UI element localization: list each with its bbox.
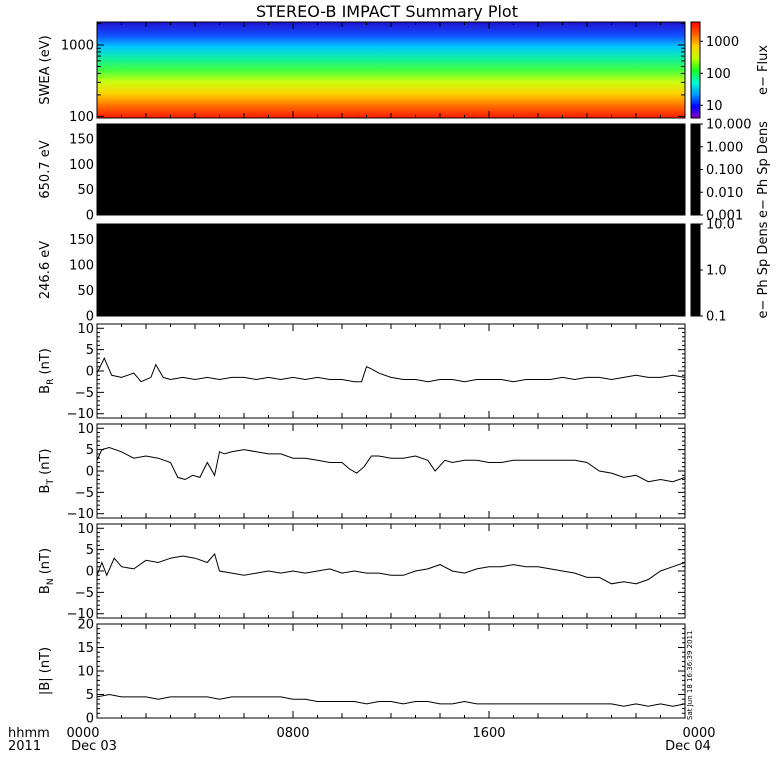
pad650-colorbar-label: e− Ph Sp Dens: [756, 121, 771, 218]
plot-timestamp: Sat Jun 18 16:36:39 2011: [686, 631, 694, 720]
bt-ylabel: BT (nT): [38, 449, 56, 494]
br-ytick-label: −10: [67, 407, 94, 422]
panel-bmag: 0 5 10 15 20 |B| (nT): [38, 618, 686, 727]
br-ytick-label: −5: [75, 386, 94, 401]
pad650-ytick-label: 0: [86, 209, 94, 224]
pad650-ytick-label: 50: [77, 183, 94, 198]
pad246-ytick-label: 0: [86, 310, 94, 325]
bn-ytick-label: 0: [86, 565, 94, 580]
br-ytick-label: 5: [86, 343, 94, 358]
bn-ytick-label: 10: [77, 522, 94, 537]
swea-colorbar-tick-label: 100: [706, 67, 731, 82]
br-series-line: [96, 357, 686, 383]
swea-colorbar-tick-label: 10: [706, 99, 723, 114]
br-frame: [96, 323, 686, 419]
pad650-colorbar-tick-label: 0.001: [706, 209, 743, 224]
swea-ytick-label: 100: [69, 110, 94, 125]
time-tick-label: 0000: [66, 726, 99, 741]
swea-colorbar-label: e− Flux: [756, 45, 771, 95]
time-tick-label: 0000: [682, 726, 715, 741]
panel-br: 10 5 0 −5 −10 BR (nT): [38, 322, 686, 422]
swea-ylabel: SWEA (eV): [38, 35, 53, 104]
br-ytick-label: 0: [86, 365, 94, 380]
bmag-ytick-label: 5: [86, 688, 94, 703]
pad650-image: [97, 124, 685, 215]
time-tick-date: Dec 04: [665, 739, 711, 754]
pad246-ytick-label: 50: [77, 284, 94, 299]
bn-ytick-label: 5: [86, 543, 94, 558]
pad650-colorbar: 10.000 1.000 0.100 0.010 0.001 e− Ph Sp Dens: [690, 118, 771, 224]
plot-title: STEREO-B IMPACT Summary Plot: [256, 2, 518, 21]
bt-ytick-label: 10: [77, 422, 94, 437]
bt-ytick-label: 5: [86, 443, 94, 458]
pad246-colorbar-tick-label: 10.0: [706, 218, 735, 233]
bmag-ytick-label: 20: [77, 618, 94, 633]
bn-frame: [96, 523, 686, 619]
pad246-ytick-label: 150: [69, 233, 94, 248]
bn-ylabel: BN (nT): [38, 548, 56, 594]
swea-spectrogram: [97, 22, 685, 118]
time-tick-label: 0800: [276, 726, 309, 741]
pad246-colorbar: 10.0 1.0 0.1 e− Ph Sp Dens: [690, 218, 771, 325]
bn-ytick-label: −5: [75, 586, 94, 601]
pad246-colorbar-fill: [690, 223, 701, 317]
bmag-ytick-label: 10: [77, 665, 94, 680]
panel-pad246: 0 50 100 150 246.6 eV 10.0 1.0 0.1 e− Ph Sp Dens: [38, 218, 771, 325]
pad246-colorbar-label: e− Ph Sp Dens: [756, 221, 771, 318]
pad246-colorbar-tick-label: 1.0: [706, 264, 727, 279]
bt-frame: [96, 423, 686, 519]
pad650-ytick-label: 100: [69, 158, 94, 173]
swea-ytick-label: 1000: [61, 39, 94, 54]
bt-ytick-label: −10: [67, 507, 94, 522]
bt-ytick-label: 0: [86, 465, 94, 480]
panel-bn: 10 5 0 −5 −10 BN (nT): [38, 522, 686, 622]
time-axis-label: hhmm: [8, 726, 50, 741]
br-ytick-label: 10: [77, 322, 94, 337]
pad650-ytick-label: 150: [69, 133, 94, 148]
bmag-ylabel: |B| (nT): [38, 647, 53, 695]
pad650-colorbar-tick-label: 10.000: [706, 118, 752, 133]
panel-pad650: 0 50 100 150 650.7 eV 10.000 1.000 0.100 0.010 0.…: [38, 118, 771, 224]
swea-colorbar-fill: [690, 21, 701, 119]
time-tick-date: Dec 03: [71, 739, 117, 754]
pad246-image: [97, 224, 685, 316]
bmag-series-line: [96, 693, 686, 707]
pad246-ylabel: 246.6 eV: [38, 241, 53, 299]
pad650-colorbar-fill: [690, 123, 701, 216]
swea-colorbar: 10 100 1000 e− Flux: [690, 21, 771, 119]
swea-colorbar-tick-label: 1000: [706, 35, 739, 50]
pad650-colorbar-tick-label: 0.010: [706, 186, 743, 201]
bn-series-line: [96, 552, 686, 585]
pad650-colorbar-tick-label: 1.000: [706, 140, 743, 155]
bmag-ytick-label: 15: [77, 641, 94, 656]
bt-series-line: [96, 446, 686, 483]
pad246-ytick-label: 100: [69, 258, 94, 273]
pad650-colorbar-tick-label: 0.100: [706, 163, 743, 178]
br-ylabel: BR (nT): [38, 348, 56, 394]
panel-bt: 10 5 0 −5 −10 BT (nT): [38, 422, 686, 522]
pad246-colorbar-tick-label: 0.1: [706, 310, 727, 325]
bmag-ytick-label: 0: [86, 712, 94, 727]
panel-swea: 100 1000 SWEA (eV) 10 100 1000 e− Flux: [38, 21, 771, 125]
bt-ytick-label: −5: [75, 486, 94, 501]
time-axis-year: 2011: [8, 739, 41, 754]
pad650-ylabel: 650.7 eV: [38, 140, 53, 198]
time-tick-label: 1600: [472, 726, 505, 741]
bn-ytick-label: −10: [67, 607, 94, 622]
